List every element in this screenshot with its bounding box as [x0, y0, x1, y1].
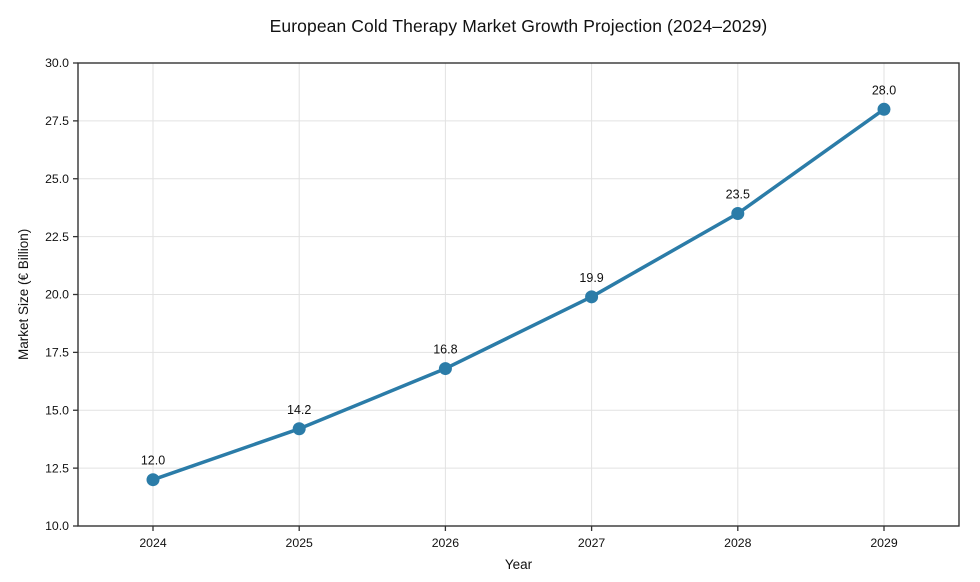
data-point [731, 206, 745, 220]
series-layer: 12.0 14.2 16.8 19.9 23.5 28.0 [141, 83, 896, 487]
y-tick-label: 15.0 [45, 403, 69, 417]
data-point [877, 102, 891, 116]
axes-layer: 10.0 12.5 15.0 17.5 20.0 22.5 25.0 27.5 30.0 2024… [45, 56, 960, 550]
y-tick-label: 25.0 [45, 172, 69, 186]
data-point [292, 422, 306, 436]
data-point [585, 290, 599, 304]
y-tick-label: 22.5 [45, 230, 69, 244]
series-line [151, 107, 886, 482]
x-tick-label: 2029 [870, 536, 898, 550]
y-tick-label: 30.0 [45, 56, 69, 70]
y-axis-label: Market Size (€ Billion) [16, 228, 31, 361]
data-point-label: 12.0 [141, 454, 165, 468]
chart-title: European Cold Therapy Market Growth Proj… [269, 16, 768, 36]
x-tick-label: 2028 [724, 536, 752, 550]
y-tick-label: 27.5 [45, 114, 69, 128]
data-point [146, 473, 160, 487]
x-tick-label: 2025 [286, 536, 314, 550]
data-point-label: 16.8 [433, 343, 457, 357]
x-tick-label: 2027 [578, 536, 606, 550]
data-point-label: 23.5 [726, 187, 750, 201]
grid-layer [78, 62, 959, 527]
x-tick-label: 2024 [139, 536, 167, 550]
y-tick-label: 20.0 [45, 288, 69, 302]
y-tick-label: 17.5 [45, 346, 69, 360]
data-point [438, 362, 452, 376]
data-point-label: 28.0 [872, 83, 896, 97]
x-tick-label: 2026 [432, 536, 460, 550]
y-tick-label: 12.5 [45, 461, 69, 475]
data-point-label: 19.9 [579, 271, 603, 285]
data-point-label: 14.2 [287, 403, 311, 417]
y-tick-label: 10.0 [45, 519, 69, 533]
x-axis-label: Year [504, 557, 533, 572]
